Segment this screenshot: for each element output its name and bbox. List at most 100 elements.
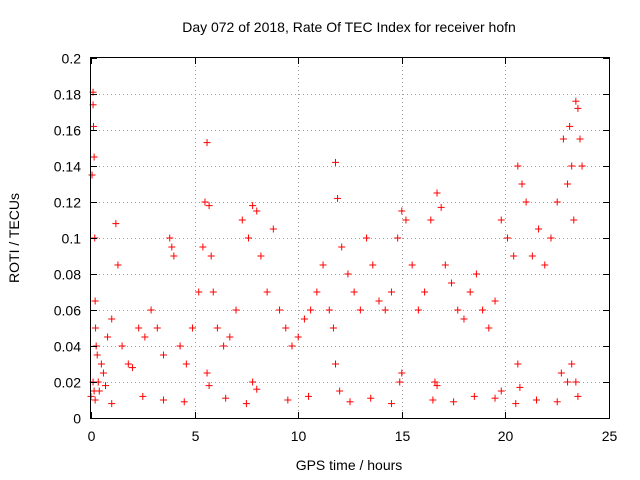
data-point — [441, 261, 449, 269]
y-axis-label: ROTI / TECUs — [6, 193, 22, 283]
x-tick-label: 0 — [88, 428, 96, 444]
data-point — [97, 360, 105, 368]
data-point — [387, 288, 395, 296]
data-point — [124, 360, 132, 368]
data-point — [90, 153, 98, 161]
data-point — [491, 297, 499, 305]
data-point — [203, 369, 211, 377]
data-point — [414, 306, 422, 314]
data-point — [253, 207, 261, 215]
data-point — [398, 207, 406, 215]
data-point — [313, 288, 321, 296]
y-tick-label: 0.06 — [54, 303, 81, 319]
data-point — [325, 306, 333, 314]
data-point — [108, 400, 116, 408]
data-point — [284, 396, 292, 404]
data-point — [282, 324, 290, 332]
data-point — [209, 288, 217, 296]
data-point — [568, 162, 576, 170]
data-point — [147, 306, 155, 314]
data-point — [232, 306, 240, 314]
data-point — [553, 198, 561, 206]
data-point — [460, 315, 468, 323]
data-point — [564, 378, 572, 386]
data-point — [396, 378, 404, 386]
data-point — [510, 252, 518, 260]
y-tick-label: 0.1 — [62, 231, 82, 247]
data-point — [485, 324, 493, 332]
data-point — [346, 398, 354, 406]
data-point — [512, 400, 520, 408]
data-point — [238, 216, 246, 224]
data-point — [334, 194, 342, 202]
data-point — [344, 270, 352, 278]
data-point — [568, 360, 576, 368]
data-point — [572, 97, 580, 105]
data-point — [307, 306, 315, 314]
data-point — [408, 261, 416, 269]
data-point — [300, 315, 308, 323]
data-point — [394, 234, 402, 242]
y-tick-label: 0.16 — [54, 123, 81, 139]
y-tick-label: 0.2 — [62, 51, 82, 67]
data-point — [431, 378, 439, 386]
data-point — [433, 189, 441, 197]
data-point — [170, 252, 178, 260]
data-point — [535, 225, 543, 233]
y-tick-label: 0.12 — [54, 195, 81, 211]
data-point — [532, 396, 540, 404]
data-point — [294, 333, 302, 341]
data-point — [114, 261, 122, 269]
data-point — [356, 306, 364, 314]
data-point — [338, 243, 346, 251]
x-axis-label: GPS time / hours — [296, 457, 403, 473]
y-tick-label: 0.02 — [54, 375, 81, 391]
axis-ticks: 0 5 10 15 20 25 0 0.02 0.04 0.06 0.08 0.1 0.12 0.14 0.… — [54, 51, 618, 445]
y-tick-label: 0 — [73, 411, 81, 427]
data-point — [180, 398, 188, 406]
data-point — [195, 288, 203, 296]
data-point — [166, 234, 174, 242]
data-point — [220, 342, 228, 350]
data-point — [135, 324, 143, 332]
data-point — [269, 225, 277, 233]
data-point — [88, 171, 96, 179]
data-point — [91, 297, 99, 305]
data-point — [168, 243, 176, 251]
data-point — [263, 288, 271, 296]
data-point — [141, 333, 149, 341]
x-tick-label: 10 — [291, 428, 307, 444]
x-tick-label: 15 — [395, 428, 411, 444]
data-point — [433, 382, 441, 390]
data-point — [242, 400, 250, 408]
data-point — [559, 135, 567, 143]
y-tick-label: 0.14 — [54, 159, 81, 175]
data-point — [92, 324, 100, 332]
data-point — [576, 135, 584, 143]
data-point — [541, 261, 549, 269]
data-point — [363, 234, 371, 242]
data-point — [491, 394, 499, 402]
data-point — [139, 392, 147, 400]
data-point — [570, 216, 578, 224]
data-point — [381, 306, 389, 314]
plot-frame — [90, 57, 610, 419]
data-point — [128, 364, 136, 372]
data-point — [90, 387, 98, 395]
data-point — [189, 324, 197, 332]
data-point — [176, 342, 184, 350]
data-points — [87, 88, 586, 408]
y-tick-label: 0.18 — [54, 87, 81, 103]
data-point — [160, 396, 168, 404]
data-point — [93, 351, 101, 359]
y-tick-label: 0.08 — [54, 267, 81, 283]
data-point — [387, 400, 395, 408]
data-point — [557, 369, 565, 377]
data-point — [331, 360, 339, 368]
data-point — [553, 398, 561, 406]
data-point — [518, 180, 526, 188]
data-point — [566, 122, 574, 130]
data-point — [572, 378, 580, 386]
data-point — [450, 398, 458, 406]
